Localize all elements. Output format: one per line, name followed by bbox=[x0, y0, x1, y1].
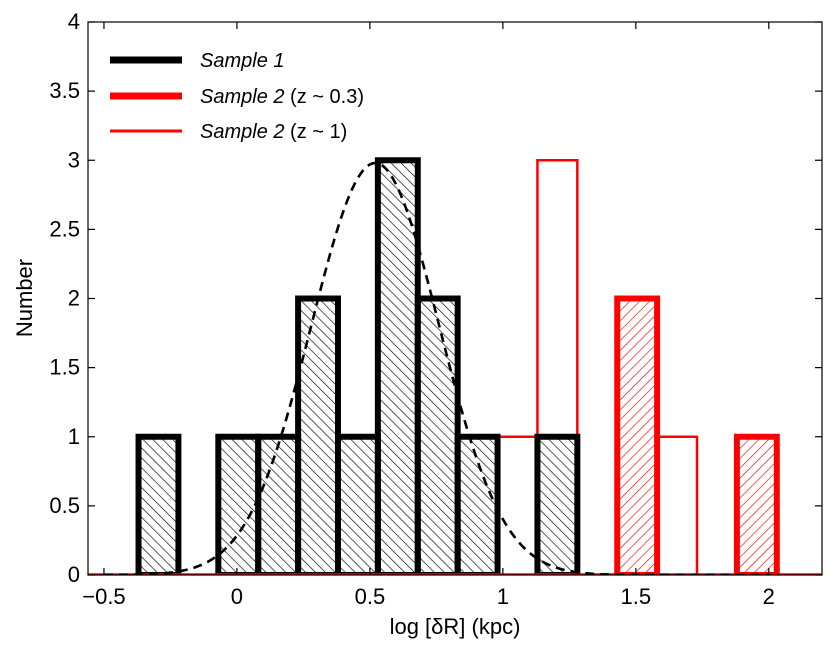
bar-1 bbox=[215, 433, 262, 575]
histogram-bars bbox=[88, 157, 822, 575]
bar-2 bbox=[733, 433, 780, 575]
legend-label-sample-1: Sample 1 bbox=[200, 50, 285, 72]
y-tick-label: 2 bbox=[68, 286, 80, 311]
y-tick-labels: 0 0.5 1 1.5 2 2.5 3 3.5 4 bbox=[49, 9, 80, 587]
bar-1 bbox=[255, 433, 302, 575]
y-axis-title: Number bbox=[12, 259, 37, 337]
x-tick-labels: −0.5 0 0.5 1 1.5 2 bbox=[82, 584, 775, 609]
bar-1 bbox=[534, 433, 581, 575]
legend-item-sample-2-z1: Sample 2 (z ~ 1) bbox=[110, 121, 347, 143]
y-tick-label: 0 bbox=[68, 562, 80, 587]
x-tick-label: 0.5 bbox=[355, 584, 386, 609]
bar-1 bbox=[414, 295, 461, 575]
x-tick-label: 2 bbox=[763, 584, 775, 609]
x-tick-label: −0.5 bbox=[82, 584, 125, 609]
gaussian-fit-curve bbox=[103, 161, 769, 575]
axis-ticks bbox=[88, 21, 822, 576]
y-tick-label: 3 bbox=[68, 147, 80, 172]
legend-item-sample-1: Sample 1 bbox=[110, 50, 285, 72]
bar-1 bbox=[295, 295, 341, 575]
y-tick-label: 3.5 bbox=[49, 78, 80, 103]
bar-1 bbox=[334, 433, 381, 575]
y-tick-label: 1.5 bbox=[49, 355, 80, 380]
bar-1 bbox=[135, 433, 182, 575]
x-tick-label: 1 bbox=[497, 584, 509, 609]
legend-label-sample-2-z03: Sample 2 (z ~ 0.3) bbox=[200, 86, 364, 108]
legend: Sample 1 Sample 2 (z ~ 0.3) Sample 2 (z … bbox=[110, 50, 364, 143]
bar-1 bbox=[454, 433, 501, 575]
x-tick-label: 1.5 bbox=[621, 584, 652, 609]
x-axis-title: log [δR] (kpc) bbox=[390, 614, 521, 639]
y-tick-label: 0.5 bbox=[49, 493, 80, 518]
gaussian-fit-layer bbox=[103, 161, 769, 575]
bar-2 bbox=[614, 295, 661, 575]
x-tick-label: 0 bbox=[231, 584, 243, 609]
legend-item-sample-2-z03: Sample 2 (z ~ 0.3) bbox=[110, 86, 364, 108]
legend-label-sample-2-z1: Sample 2 (z ~ 1) bbox=[200, 121, 347, 143]
y-tick-label: 4 bbox=[68, 9, 80, 34]
y-tick-label: 1 bbox=[68, 424, 80, 449]
bar-3 bbox=[536, 159, 579, 575]
y-tick-label: 2.5 bbox=[49, 216, 80, 241]
